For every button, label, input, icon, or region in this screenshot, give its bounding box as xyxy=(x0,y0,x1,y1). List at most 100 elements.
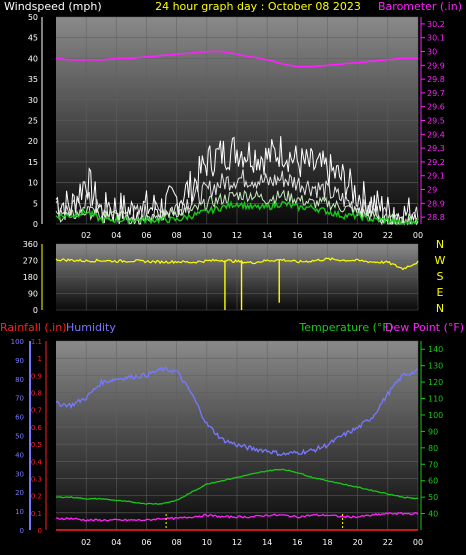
graph-title: 24 hour graph day : October 08 2023 xyxy=(155,0,361,13)
left-tick-label: 15 xyxy=(28,158,38,167)
right-tick-label: 28.9 xyxy=(427,199,445,208)
temperature-tick-label: 60 xyxy=(428,477,438,486)
temperature-tick-label: 110 xyxy=(428,395,443,404)
wind-average-series xyxy=(55,189,419,226)
rain-tick-label: 0.2 xyxy=(31,493,42,501)
lower-x-tick-label: 00 xyxy=(413,538,423,547)
left-tick-label: 30 xyxy=(28,96,38,105)
rain-tick-label: 1.1 xyxy=(31,338,42,346)
x-tick-label: 18 xyxy=(322,231,332,240)
x-tick-label: 02 xyxy=(81,231,91,240)
left-tick-label: 10 xyxy=(28,179,38,188)
lower-x-tick-label: 10 xyxy=(202,538,212,547)
windspeed-axis-label: Windspeed (mph) xyxy=(4,0,102,13)
right-tick-label: 29.5 xyxy=(427,117,445,126)
left-tick-label: 50 xyxy=(28,13,38,22)
rain-tick-label: 0.7 xyxy=(31,407,42,415)
lower-x-tick-label: 06 xyxy=(141,538,151,547)
lower-x-tick-label: 12 xyxy=(232,538,242,547)
left-tick-label: 40 xyxy=(28,54,38,63)
rain-tick-label: 0.3 xyxy=(31,475,42,483)
compass-label: E xyxy=(437,286,444,299)
wind-direction-series xyxy=(55,257,419,271)
lower-x-tick-label: 04 xyxy=(111,538,121,547)
rain-tick-label: 0.4 xyxy=(31,458,43,466)
temperature-tick-label: 80 xyxy=(428,444,438,453)
humidity-tick-label: 0 xyxy=(20,527,24,535)
x-tick-label: 04 xyxy=(111,231,121,240)
x-tick-label: 16 xyxy=(292,231,302,240)
left-tick-label: 25 xyxy=(28,117,38,126)
temperature-tick-label: 50 xyxy=(428,493,438,502)
lower-x-tick-label: 22 xyxy=(383,538,393,547)
humidity-tick-label: 20 xyxy=(15,489,24,497)
x-tick-label: 06 xyxy=(141,231,151,240)
wind-speed-series xyxy=(55,169,419,226)
x-tick-label: 22 xyxy=(383,231,393,240)
right-tick-label: 30 xyxy=(427,48,437,57)
temperature-tick-label: 90 xyxy=(428,427,438,436)
temperature-tick-label: 40 xyxy=(428,510,438,519)
x-tick-label: 14 xyxy=(262,231,272,240)
left-tick-label: 5 xyxy=(33,199,38,208)
humidity-label: Humidity xyxy=(66,321,116,334)
rain-humidity-temperature-panel: 0 0.1 0.2 0.3 0.4 0.5 0.6 0.7 0.8 0.9 1 1.1 0 10 20 30 4… xyxy=(11,338,444,547)
right-tick-label: 29.9 xyxy=(427,61,445,70)
compass-label: S xyxy=(437,270,444,283)
right-tick-label: 28.8 xyxy=(427,213,445,222)
compass-label: W xyxy=(435,254,446,267)
humidity-series xyxy=(55,366,419,457)
x-tick-label: 08 xyxy=(172,231,182,240)
humidity-tick-label: 80 xyxy=(15,376,24,384)
rain-tick-label: 0 xyxy=(38,527,42,535)
x-tick-label: 12 xyxy=(232,231,242,240)
direction-tick-label: 180 xyxy=(23,273,38,282)
left-tick-label: 45 xyxy=(28,34,38,43)
left-tick-label: 0 xyxy=(33,220,38,229)
right-tick-label: 29.7 xyxy=(427,89,445,98)
right-tick-label: 29 xyxy=(427,186,437,195)
x-tick-label: 10 xyxy=(202,231,212,240)
temperature-label: Temperature (°F) xyxy=(298,321,393,334)
lower-x-tick-label: 02 xyxy=(81,538,91,547)
temperature-tick-label: 100 xyxy=(428,411,443,420)
rain-tick-label: 0.8 xyxy=(31,390,42,398)
humidity-tick-label: 50 xyxy=(15,433,24,441)
right-tick-label: 29.1 xyxy=(427,172,445,181)
rain-tick-label: 0.5 xyxy=(31,441,42,449)
lower-x-tick-label: 08 xyxy=(172,538,182,547)
left-tick-label: 35 xyxy=(28,75,38,84)
temperature-tick-label: 120 xyxy=(428,378,443,387)
temperature-series xyxy=(55,468,419,505)
right-tick-label: 29.4 xyxy=(427,130,445,139)
right-tick-label: 30.1 xyxy=(427,34,445,43)
rain-tick-label: 0.6 xyxy=(31,424,43,432)
x-tick-label: 20 xyxy=(353,231,363,240)
direction-tick-label: 270 xyxy=(23,257,38,266)
humidity-tick-label: 100 xyxy=(11,338,24,346)
dewpoint-series xyxy=(55,511,419,522)
wind-barometer-panel: 0 5 10 15 20 25 30 35 40 45 50 28.8 28.9 29 29.1 29.2 29… xyxy=(28,13,445,240)
direction-tick-label: 360 xyxy=(23,240,38,249)
humidity-tick-label: 70 xyxy=(15,395,24,403)
wind-green-series xyxy=(55,200,419,227)
lower-x-tick-label: 14 xyxy=(262,538,272,547)
right-tick-label: 29.2 xyxy=(427,158,445,167)
rain-tick-label: 0.9 xyxy=(31,372,42,380)
humidity-tick-label: 90 xyxy=(15,357,24,365)
humidity-tick-label: 10 xyxy=(15,508,24,516)
right-tick-label: 29.3 xyxy=(427,144,445,153)
right-tick-label: 29.6 xyxy=(427,103,445,112)
humidity-tick-label: 60 xyxy=(15,414,24,422)
rainfall-label: Rainfall (.in) xyxy=(0,321,67,334)
humidity-tick-label: 40 xyxy=(15,451,24,459)
temperature-tick-label: 130 xyxy=(428,362,443,371)
direction-tick-label: 90 xyxy=(28,290,38,299)
lower-x-tick-label: 16 xyxy=(292,538,302,547)
dewpoint-label: Dew Point (°F) xyxy=(385,321,464,334)
left-tick-label: 20 xyxy=(28,137,38,146)
barometer-series xyxy=(55,50,419,68)
